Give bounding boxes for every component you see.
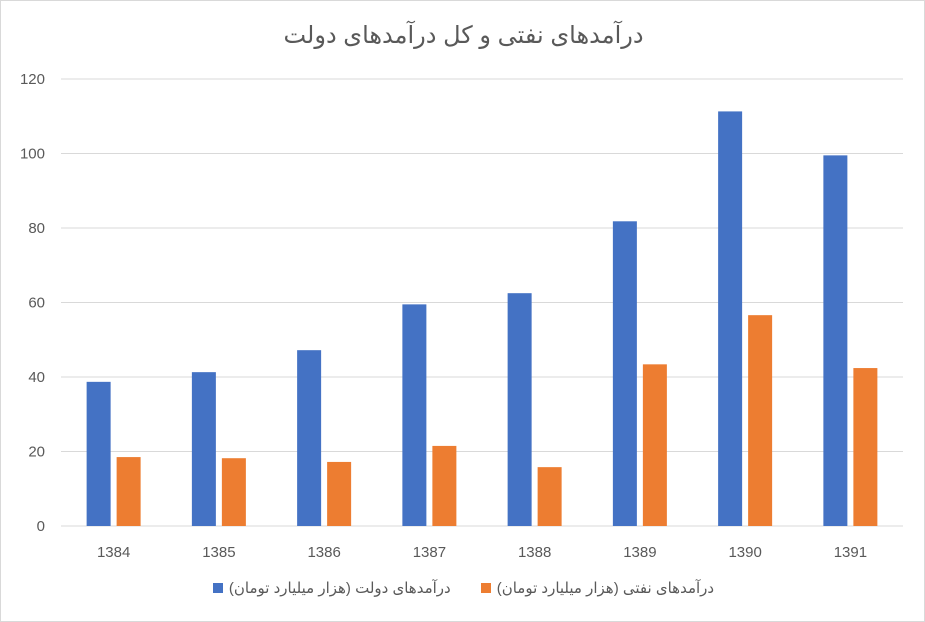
- y-tick-label: 100: [20, 146, 45, 163]
- y-tick-label: 40: [28, 369, 45, 386]
- bar-oil-revenue: [853, 368, 878, 526]
- bar-government-revenue: [86, 381, 111, 526]
- bar-oil-revenue: [537, 467, 562, 526]
- y-tick-label: 20: [28, 444, 45, 461]
- chart-title: درآمدهای نفتی و کل درآمدهای دولت: [283, 22, 644, 49]
- legend-swatch-orange: [480, 583, 491, 593]
- bar-government-revenue: [718, 111, 743, 526]
- y-tick-label: 0: [37, 518, 45, 535]
- legend-item-oil-revenue: درآمدهای نفتی (هزار میلیارد تومان): [480, 579, 715, 597]
- x-tick-label: 1384: [97, 544, 130, 561]
- legend-swatch-blue: [212, 583, 223, 593]
- bar-oil-revenue: [748, 315, 773, 526]
- bar-government-revenue: [297, 350, 322, 526]
- bar-oil-revenue: [327, 461, 352, 526]
- legend-label: درآمدهای دولت (هزار میلیارد تومان): [228, 580, 451, 597]
- x-tick-label: 1389: [623, 544, 656, 561]
- bar-oil-revenue: [116, 457, 141, 526]
- legend-item-government-revenue: درآمدهای دولت (هزار میلیارد تومان): [212, 579, 451, 597]
- x-tick-label: 1390: [728, 544, 761, 561]
- plot-area: 0 20 40 60 80 100 120 1384 1385 1386 1387 1388 1389 1…: [20, 71, 903, 561]
- bar-oil-revenue: [221, 458, 246, 526]
- x-tick-label: 1386: [307, 544, 340, 561]
- x-tick-label: 1388: [518, 544, 551, 561]
- legend-label: درآمدهای نفتی (هزار میلیارد تومان): [496, 580, 715, 597]
- y-tick-label: 120: [20, 71, 45, 88]
- bar-oil-revenue: [642, 364, 667, 526]
- bar-oil-revenue: [432, 445, 457, 526]
- x-tick-label: 1391: [834, 544, 867, 561]
- y-tick-label: 80: [28, 220, 45, 237]
- x-tick-label: 1387: [413, 544, 446, 561]
- bar-government-revenue: [191, 372, 216, 526]
- bar-government-revenue: [823, 155, 848, 527]
- y-tick-label: 60: [28, 295, 45, 312]
- bar-government-revenue: [402, 304, 427, 526]
- bar-government-revenue: [507, 293, 532, 526]
- bar-government-revenue: [612, 221, 637, 527]
- legend: درآمدهای دولت (هزار میلیارد تومان) درآمد…: [1, 579, 925, 597]
- x-tick-label: 1385: [202, 544, 235, 561]
